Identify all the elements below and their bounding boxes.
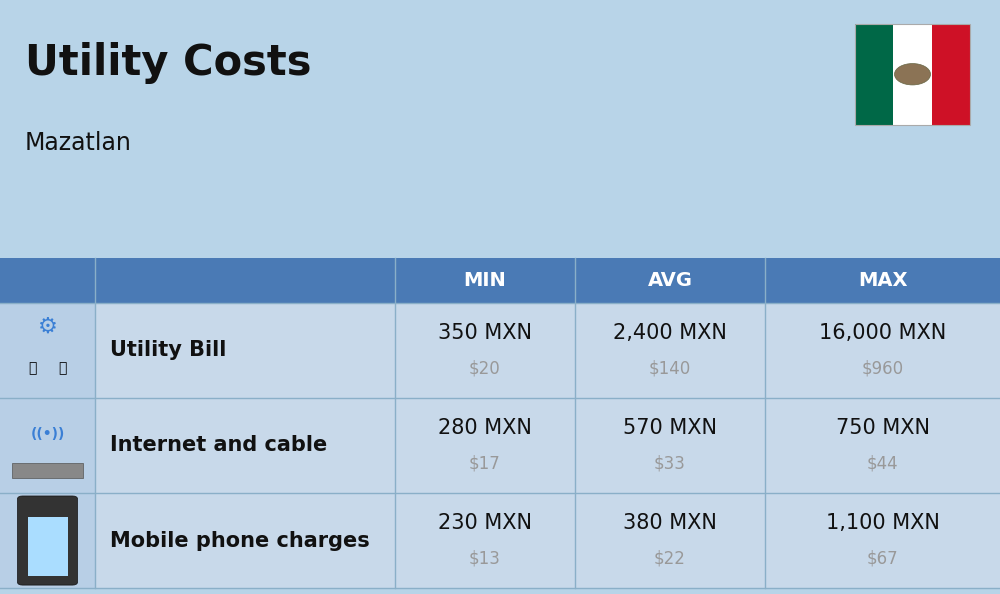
Text: Mazatlan: Mazatlan bbox=[25, 131, 132, 154]
Text: 📱: 📱 bbox=[58, 361, 67, 375]
Text: Mobile phone charges: Mobile phone charges bbox=[110, 530, 370, 551]
Text: $44: $44 bbox=[867, 454, 898, 472]
Bar bbox=[0, 398, 1000, 493]
Text: $67: $67 bbox=[867, 549, 898, 567]
Bar bbox=[932, 24, 970, 125]
Bar bbox=[0, 303, 1000, 398]
Text: $13: $13 bbox=[469, 549, 501, 567]
Text: 280 MXN: 280 MXN bbox=[438, 418, 532, 438]
Text: ⚙: ⚙ bbox=[38, 317, 58, 337]
Bar bbox=[855, 24, 893, 125]
Text: AVG: AVG bbox=[647, 271, 692, 290]
Text: MAX: MAX bbox=[858, 271, 907, 290]
Text: $960: $960 bbox=[861, 359, 904, 377]
Bar bbox=[0, 303, 95, 398]
Text: 🔌: 🔌 bbox=[28, 361, 37, 375]
Text: $22: $22 bbox=[654, 549, 686, 567]
Text: 1,100 MXN: 1,100 MXN bbox=[826, 513, 939, 533]
Text: $17: $17 bbox=[469, 454, 501, 472]
Text: 570 MXN: 570 MXN bbox=[623, 418, 717, 438]
FancyBboxPatch shape bbox=[17, 496, 78, 585]
Bar bbox=[0, 493, 95, 588]
Text: Utility Bill: Utility Bill bbox=[110, 340, 226, 361]
Bar bbox=[893, 24, 932, 125]
Bar bbox=[0, 493, 1000, 588]
Text: $33: $33 bbox=[654, 454, 686, 472]
Bar bbox=[28, 517, 68, 576]
Text: ((•)): ((•)) bbox=[30, 426, 65, 441]
Text: 750 MXN: 750 MXN bbox=[836, 418, 930, 438]
Text: MIN: MIN bbox=[464, 271, 506, 290]
Text: 230 MXN: 230 MXN bbox=[438, 513, 532, 533]
Circle shape bbox=[895, 64, 930, 85]
Text: Utility Costs: Utility Costs bbox=[25, 42, 312, 84]
Bar bbox=[12, 463, 82, 478]
Text: 350 MXN: 350 MXN bbox=[438, 323, 532, 343]
Bar bbox=[0, 398, 95, 493]
Text: 16,000 MXN: 16,000 MXN bbox=[819, 323, 946, 343]
Text: 380 MXN: 380 MXN bbox=[623, 513, 717, 533]
Bar bbox=[0, 258, 1000, 303]
Text: $140: $140 bbox=[649, 359, 691, 377]
Text: Internet and cable: Internet and cable bbox=[110, 435, 327, 456]
Text: $20: $20 bbox=[469, 359, 501, 377]
Text: 2,400 MXN: 2,400 MXN bbox=[613, 323, 727, 343]
Bar bbox=[855, 24, 970, 125]
